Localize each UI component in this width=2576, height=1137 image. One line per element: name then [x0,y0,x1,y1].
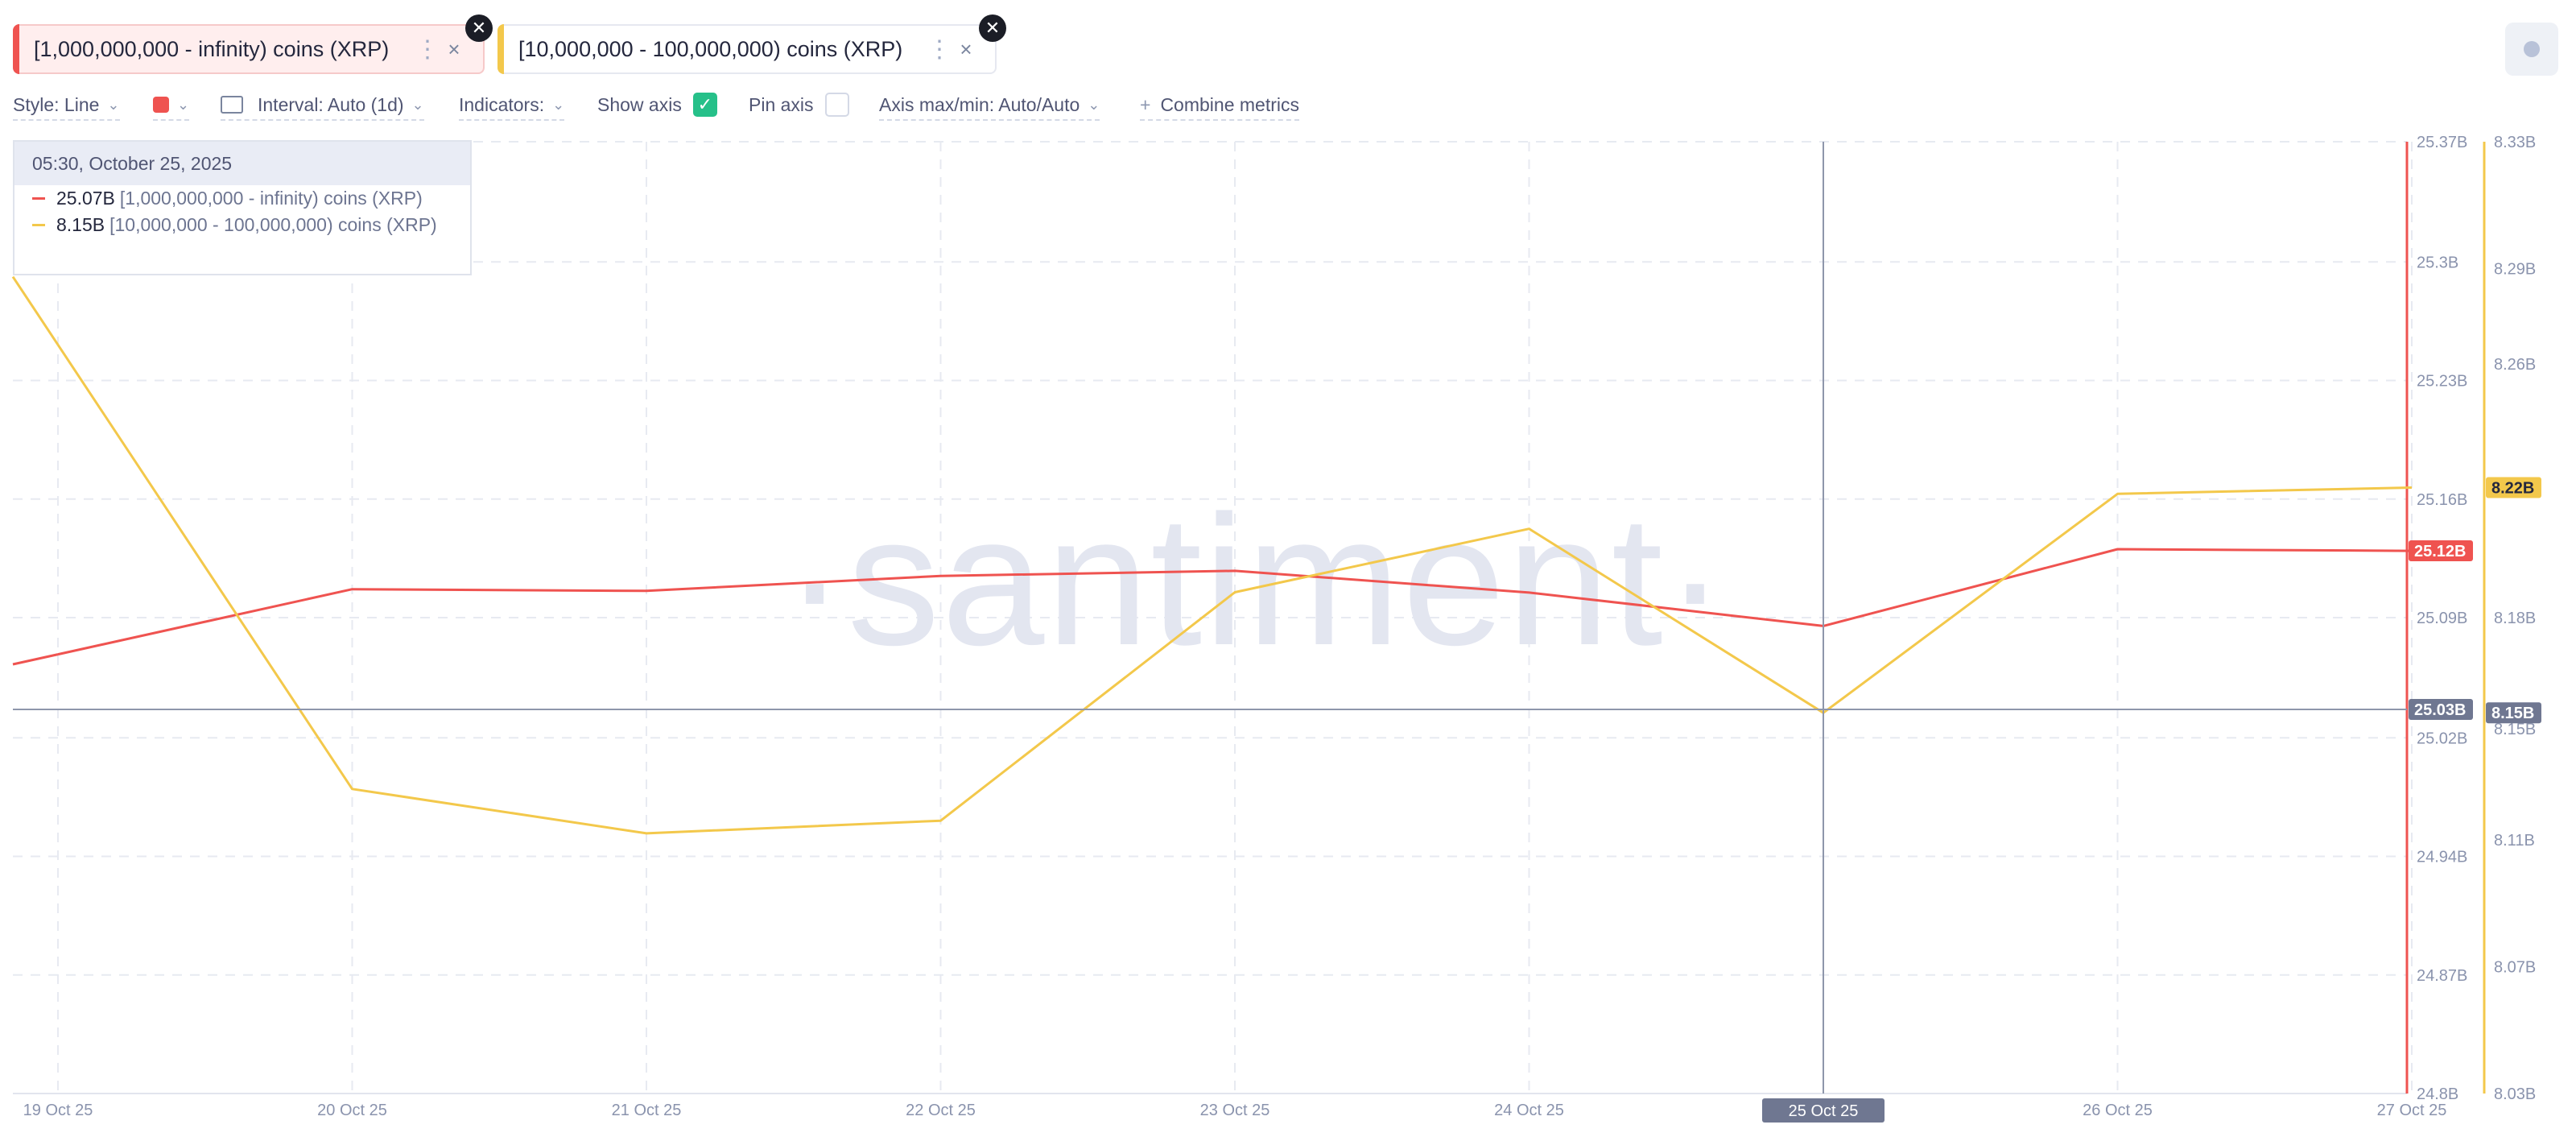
color-swatch [153,97,169,113]
series-line-extension [12,653,59,666]
x-axis-tick-label: 27 Oct 25 [2377,1102,2447,1119]
left-axis-tick-label: 25.37B [2417,134,2467,151]
crosshair-badge-left-bg [2409,699,2473,721]
right-axis-tick-label: 8.11B [2494,832,2535,850]
crosshair [13,142,2407,1094]
last-value-badge-right-bg [2486,477,2541,498]
axis-maxmin-dropdown[interactable]: Axis max/min: Auto/Auto ⌄ [879,90,1100,121]
left-axis-tick-label: 24.8B [2417,1085,2458,1103]
right-axis-tick-label: 8.33B [2494,134,2536,151]
right-axis-tick-label: 8.15B [2494,721,2536,738]
indicators-label: Indicators: [459,93,545,115]
santiment-watermark: ·santiment· [784,477,1728,684]
pin-axis-toggle[interactable]: Pin axis [749,90,849,119]
tooltip-value: 25.07B [56,188,115,209]
metric-tab-1[interactable]: [1,000,000,000 - infinity) coins (XRP) ⋮… [13,24,485,74]
left-axis-tick-label: 24.87B [2417,967,2467,985]
tooltip-date: 05:30, October 25, 2025 [14,142,470,185]
axis-maxmin-label: Axis max/min: Auto/Auto [879,93,1080,115]
show-axis-toggle[interactable]: Show axis ✓ [597,90,717,119]
last-value-badge-left: 25.12B [2414,543,2467,560]
right-axis-tick-label: 8.26B [2494,356,2536,374]
crosshair-badge-right: 8.15B [2491,705,2534,722]
pin-axis-label: Pin axis [749,93,814,115]
right-axis-tick-label: 8.18B [2494,610,2536,627]
tab-color-accent [497,24,504,74]
chart-series [11,275,2413,835]
chart-tooltip: 05:30, October 25, 2025 25.07B [1,000,00… [13,140,472,275]
left-axis-tick-label: 25.3B [2417,254,2458,271]
left-axis-tick-label: 25.02B [2417,730,2467,747]
ruler-icon [221,96,243,114]
last-value-badge-left-bg [2409,540,2473,562]
left-axis-tick-label: 25.23B [2417,373,2467,391]
series-color-line [32,197,45,200]
last-value-badge-right: 8.22B [2491,479,2534,497]
left-axis-tick-label: 24.94B [2417,849,2467,866]
remove-metric-icon[interactable]: ✕ [979,14,1006,42]
close-icon[interactable]: × [960,36,972,61]
close-icon[interactable]: × [448,36,460,61]
tab-color-accent [13,24,19,74]
show-axis-label: Show axis [597,93,682,115]
combine-metrics-label: Combine metrics [1160,93,1299,115]
settings-dot-button[interactable] [2505,23,2558,76]
x-axis-tick-label: 24 Oct 25 [1494,1102,1564,1119]
right-axis-tick-label: 8.03B [2494,1085,2536,1103]
tooltip-value: 8.15B [56,214,105,235]
interval-dropdown[interactable]: Interval: Auto (1d) ⌄ [221,90,424,121]
chevron-down-icon: ⌄ [177,96,190,113]
tooltip-row: 25.07B [1,000,000,000 - infinity) coins … [14,185,470,212]
x-axis-tick-label: 23 Oct 25 [1200,1102,1270,1119]
tooltip-row: 8.15B [10,000,000 - 100,000,000) coins (… [14,212,470,238]
plus-icon: + [1140,93,1151,115]
combine-metrics-button[interactable]: + Combine metrics [1140,90,1299,121]
checkbox-checked-icon[interactable]: ✓ [692,93,717,117]
crosshair-badge-left: 25.03B [2414,701,2467,719]
tooltip-series-name: [10,000,000 - 100,000,000) coins (XRP) [109,214,437,235]
remove-metric-icon[interactable]: ✕ [465,14,493,42]
left-axis-tick-label: 25.16B [2417,491,2467,509]
x-axis-highlight-badge [1762,1098,1885,1123]
vertical-dots-icon[interactable]: ⋮ [415,35,440,63]
x-axis-tick-label: 19 Oct 25 [23,1102,93,1119]
style-dropdown[interactable]: Style: Line ⌄ [13,90,120,121]
indicators-dropdown[interactable]: Indicators: ⌄ [459,90,565,121]
left-axis-tick-label: 25.09B [2417,610,2467,627]
metric-tab-2[interactable]: [10,000,000 - 100,000,000) coins (XRP) ⋮… [497,24,997,74]
x-axis-tick-label: 20 Oct 25 [317,1102,387,1119]
tick-labels: 25.37B 25.3B 25.23B 25.16B 25.09B 25.02B 24.94… [23,134,2541,1123]
chevron-down-icon: ⌄ [107,96,120,113]
style-label: Style: Line [13,93,100,115]
tab-label: [1,000,000,000 - infinity) coins (XRP) [34,36,390,61]
chevron-down-icon: ⌄ [1088,96,1100,113]
interval-label: Interval: Auto (1d) [258,93,404,115]
checkbox-unchecked-icon[interactable] [824,93,849,117]
dot-icon [2524,41,2540,57]
series-line-extension [11,275,60,345]
chevron-down-icon: ⌄ [411,96,424,113]
x-axis-tick-label: 22 Oct 25 [906,1102,976,1119]
vertical-dots-icon[interactable]: ⋮ [927,35,952,63]
right-axis-tick-label: 8.29B [2494,261,2536,279]
series-color-line [32,224,45,226]
crosshair-badge-right-bg [2486,702,2541,724]
tooltip-series-name: [1,000,000,000 - infinity) coins (XRP) [119,188,423,209]
color-dropdown[interactable]: ⌄ [153,90,190,121]
right-axis-tick-label: 8.07B [2494,958,2536,976]
x-axis-tick-label: 26 Oct 25 [2083,1102,2153,1119]
x-axis-highlight-label: 25 Oct 25 [1789,1102,1859,1120]
chevron-down-icon: ⌄ [552,96,565,113]
chart-axes [2405,142,2486,1094]
x-axis-tick-label: 21 Oct 25 [612,1102,682,1119]
tab-label: [10,000,000 - 100,000,000) coins (XRP) [518,36,903,61]
